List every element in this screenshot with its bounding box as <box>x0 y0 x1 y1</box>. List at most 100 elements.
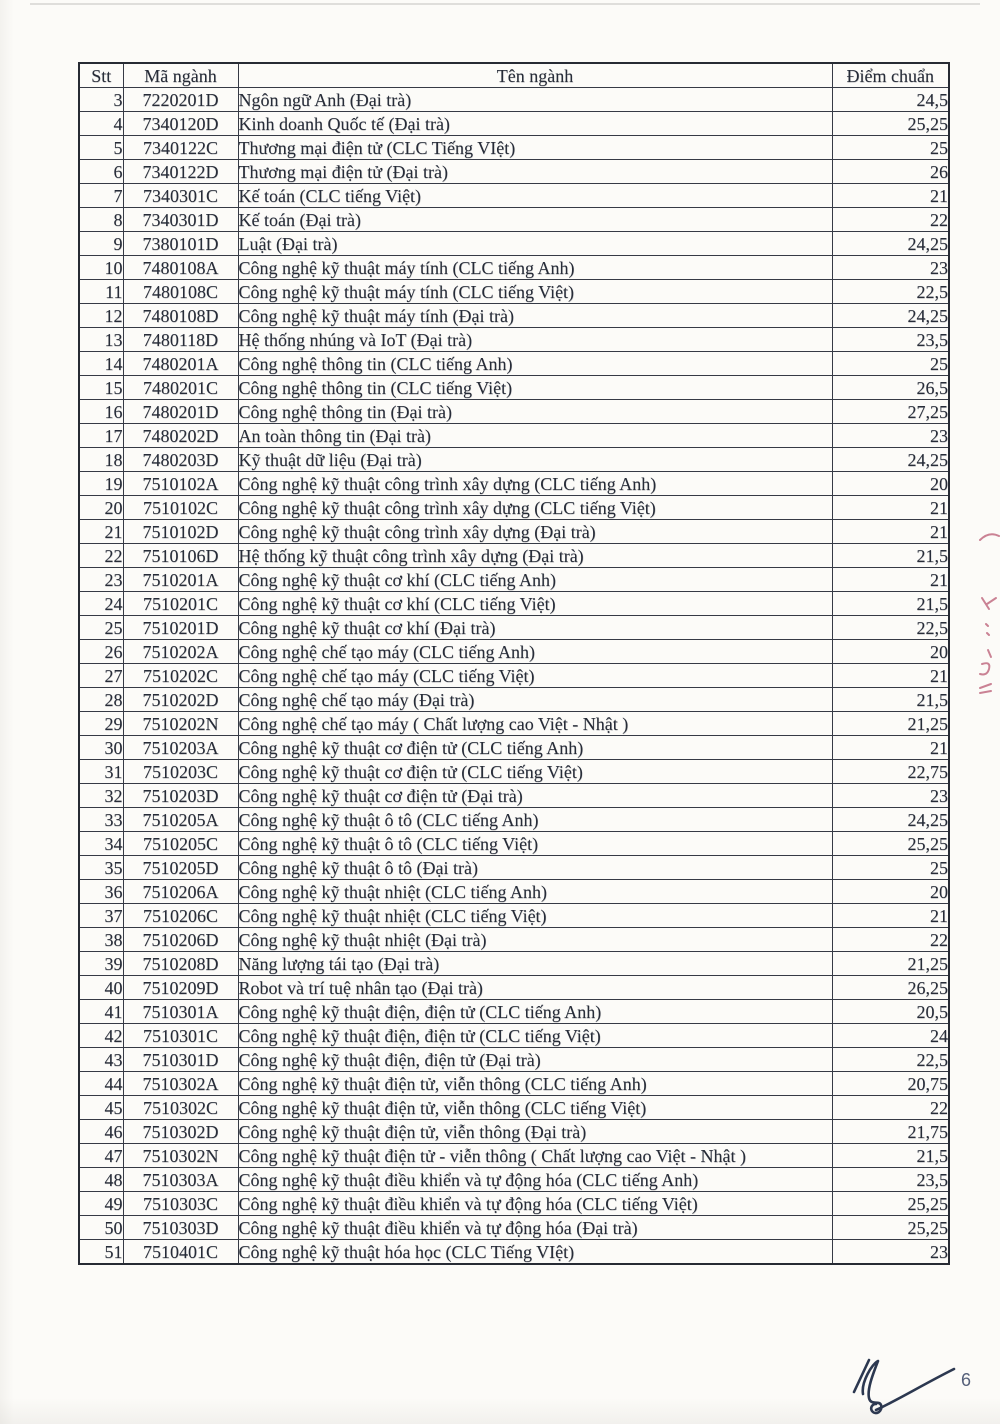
table-row: 43 7510301D Công nghệ kỹ thuật điện, điệ… <box>78 1047 950 1072</box>
table-row: 45 7510302C Công nghệ kỹ thuật điện tử, … <box>78 1095 950 1120</box>
cell-name: Công nghệ kỹ thuật cơ khí (Đại trà) <box>237 615 833 640</box>
table-row: 37 7510206C Công nghệ kỹ thuật nhiệt (CL… <box>78 903 950 928</box>
page-number: 6 <box>961 1370 972 1390</box>
cell-code: 7510102C <box>122 495 239 520</box>
cell-name: Kế toán (Đại trà) <box>237 207 833 232</box>
cell-stt: 18 <box>78 447 124 472</box>
table-row: 48 7510303A Công nghệ kỹ thuật điều khiể… <box>78 1167 950 1192</box>
cell-score: 25 <box>831 351 950 376</box>
table-row: 9 7380101D Luật (Đại trà) 24,25 <box>78 231 950 256</box>
cell-score: 21 <box>831 519 950 544</box>
cell-code: 7340122C <box>122 135 239 160</box>
cell-stt: 38 <box>78 927 124 952</box>
cell-stt: 9 <box>78 231 124 256</box>
cell-score: 20,75 <box>831 1071 950 1096</box>
table-row: 10 7480108A Công nghệ kỹ thuật máy tính … <box>78 255 950 280</box>
cell-name: Công nghệ thông tin (Đại trà) <box>237 399 833 424</box>
cell-stt: 16 <box>78 399 124 424</box>
cell-name: Công nghệ kỹ thuật nhiệt (CLC tiếng Việt… <box>237 903 833 928</box>
cell-code: 7480203D <box>122 447 239 472</box>
cell-name: Hệ thống kỹ thuật công trình xây dựng (Đ… <box>237 543 833 568</box>
cell-code: 7510303C <box>122 1191 239 1216</box>
table-row: 46 7510302D Công nghệ kỹ thuật điện tử, … <box>78 1119 950 1144</box>
cell-name: Công nghệ kỹ thuật cơ điện tử (CLC tiếng… <box>237 759 833 784</box>
cell-stt: 17 <box>78 423 124 448</box>
table-row: 32 7510203D Công nghệ kỹ thuật cơ điện t… <box>78 783 950 808</box>
cell-stt: 48 <box>78 1167 124 1192</box>
table-row: 22 7510106D Hệ thống kỹ thuật công trình… <box>78 543 950 568</box>
cell-name: Công nghệ thông tin (CLC tiếng Việt) <box>237 375 833 400</box>
cell-score: 21 <box>831 735 950 760</box>
cell-stt: 43 <box>78 1047 124 1072</box>
table-row: 29 7510202N Công nghệ chế tạo máy ( Chất… <box>78 711 950 736</box>
cell-name: Công nghệ kỹ thuật công trình xây dựng (… <box>237 519 833 544</box>
cell-code: 7340301D <box>122 207 239 232</box>
cell-name: Công nghệ kỹ thuật công trình xây dựng (… <box>237 495 833 520</box>
header-name: Tên ngành <box>237 62 833 88</box>
cell-code: 7480108D <box>122 303 239 328</box>
cell-name: Công nghệ chế tạo máy ( Chất lượng cao V… <box>237 711 833 736</box>
cell-name: Công nghệ kỹ thuật điện tử, viễn thông (… <box>237 1095 833 1120</box>
cell-score: 22,5 <box>831 615 950 640</box>
cell-code: 7510209D <box>122 975 239 1000</box>
cell-stt: 12 <box>78 303 124 328</box>
header-code: Mã ngành <box>122 62 239 88</box>
cell-name: Công nghệ kỹ thuật máy tính (CLC tiếng A… <box>237 255 833 280</box>
cell-code: 7510202N <box>122 711 239 736</box>
table-row: 27 7510202C Công nghệ chế tạo máy (CLC t… <box>78 663 950 688</box>
table-row: 25 7510201D Công nghệ kỹ thuật cơ khí (Đ… <box>78 615 950 640</box>
cell-name: Thương mại điện tử (Đại trà) <box>237 159 833 184</box>
cell-score: 25,25 <box>831 831 950 856</box>
cell-score: 21,5 <box>831 1143 950 1168</box>
cell-score: 21 <box>831 183 950 208</box>
cell-name: Công nghệ kỹ thuật ô tô (Đại trà) <box>237 855 833 880</box>
cell-score: 21 <box>831 903 950 928</box>
header-stt: Stt <box>78 62 124 88</box>
table-body: 3 7220201D Ngôn ngữ Anh (Đại trà) 24,5 4… <box>78 87 950 1265</box>
cell-score: 23 <box>831 423 950 448</box>
header-row: Stt Mã ngành Tên ngành Điểm chuẩn <box>78 62 950 88</box>
cell-code: 7510102A <box>122 471 239 496</box>
cell-stt: 33 <box>78 807 124 832</box>
cell-score: 26 <box>831 159 950 184</box>
cell-stt: 35 <box>78 855 124 880</box>
cell-code: 7510301C <box>122 1023 239 1048</box>
cell-code: 7510201A <box>122 567 239 592</box>
table-row: 35 7510205D Công nghệ kỹ thuật ô tô (Đại… <box>78 855 950 880</box>
table-row: 14 7480201A Công nghệ thông tin (CLC tiế… <box>78 351 950 376</box>
cell-code: 7510201C <box>122 591 239 616</box>
cell-name: Công nghệ chế tạo máy (CLC tiếng Anh) <box>237 639 833 664</box>
cell-stt: 21 <box>78 519 124 544</box>
cell-name: Kế toán (CLC tiếng Việt) <box>237 183 833 208</box>
cell-score: 21,25 <box>831 951 950 976</box>
cell-score: 22 <box>831 207 950 232</box>
cell-stt: 36 <box>78 879 124 904</box>
cell-score: 21 <box>831 663 950 688</box>
cell-code: 7510301A <box>122 999 239 1024</box>
cell-stt: 25 <box>78 615 124 640</box>
cell-name: Luật (Đại trà) <box>237 231 833 256</box>
cell-stt: 11 <box>78 279 124 304</box>
cell-score: 24 <box>831 1023 950 1048</box>
cell-stt: 24 <box>78 591 124 616</box>
cell-code: 7510205D <box>122 855 239 880</box>
table-row: 47 7510302N Công nghệ kỹ thuật điện tử -… <box>78 1143 950 1168</box>
cell-code: 7510106D <box>122 543 239 568</box>
cell-stt: 28 <box>78 687 124 712</box>
cell-name: Kỹ thuật dữ liệu (Đại trà) <box>237 447 833 472</box>
cell-score: 25 <box>831 855 950 880</box>
cell-name: An toàn thông tin (Đại trà) <box>237 423 833 448</box>
table-row: 36 7510206A Công nghệ kỹ thuật nhiệt (CL… <box>78 879 950 904</box>
cell-score: 20 <box>831 879 950 904</box>
signature-icon <box>852 1358 956 1415</box>
cell-code: 7510206A <box>122 879 239 904</box>
cell-score: 21,25 <box>831 711 950 736</box>
table-row: 16 7480201D Công nghệ thông tin (Đại trà… <box>78 399 950 424</box>
cell-name: Công nghệ chế tạo máy (Đại trà) <box>237 687 833 712</box>
cell-stt: 26 <box>78 639 124 664</box>
cell-score: 20,5 <box>831 999 950 1024</box>
cell-score: 23 <box>831 255 950 280</box>
cell-code: 7510401C <box>122 1239 239 1265</box>
cell-name: Công nghệ kỹ thuật cơ khí (CLC tiếng Việ… <box>237 591 833 616</box>
